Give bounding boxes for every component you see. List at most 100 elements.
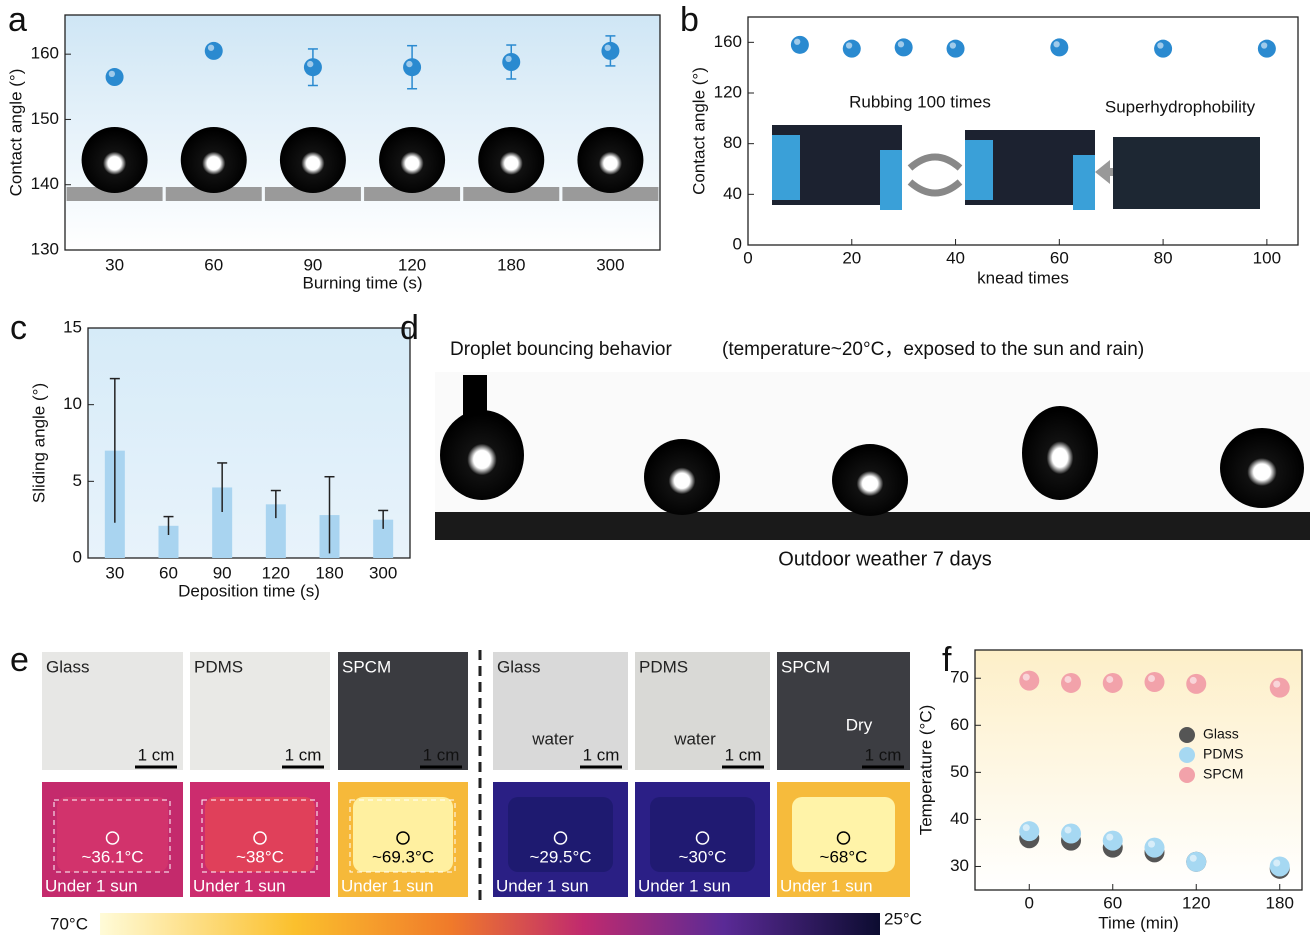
point: [1019, 821, 1039, 841]
inset-glove: [965, 140, 993, 200]
point-highlight: [1023, 824, 1030, 831]
point: [205, 42, 223, 60]
point-highlight: [1190, 677, 1197, 684]
panel-title: Droplet bouncing behavior: [450, 339, 672, 360]
point: [1270, 856, 1290, 876]
point-highlight: [1053, 41, 1059, 47]
photo-label: PDMS: [639, 657, 688, 676]
point: [1050, 38, 1068, 56]
figure: 130140150160306090120180300Burning time …: [0, 0, 1310, 937]
x-tick-label: 100: [1253, 248, 1281, 267]
point: [1145, 672, 1165, 692]
thermal-temp: ~38°C: [236, 847, 284, 866]
point-highlight: [794, 39, 800, 45]
x-tick-label: 120: [262, 563, 290, 582]
inset-droplet: [577, 127, 643, 193]
point: [947, 40, 965, 58]
droplet: [1022, 406, 1098, 500]
x-tick-label: 120: [398, 255, 426, 274]
photo-label: SPCM: [781, 657, 830, 676]
y-tick-label: 140: [31, 174, 59, 193]
point: [403, 58, 421, 76]
point: [1061, 673, 1081, 693]
panel-subtitle: (temperature~20°C，exposed to the sun and…: [722, 339, 1144, 360]
scale-label: 1 cm: [285, 745, 322, 764]
photo-label: SPCM: [342, 657, 391, 676]
inset-droplet: [478, 127, 544, 193]
thermal-caption: Under 1 sun: [780, 876, 873, 895]
thermal-temp: ~30°C: [679, 847, 727, 866]
colorbar-min: 25°C: [884, 909, 922, 928]
thermal-caption: Under 1 sun: [193, 876, 286, 895]
point: [502, 53, 520, 71]
inset-glove: [880, 150, 902, 210]
inset-droplet: [181, 127, 247, 193]
point: [1103, 673, 1123, 693]
point-highlight: [1106, 834, 1113, 841]
point-highlight: [846, 42, 852, 48]
point: [1103, 831, 1123, 851]
x-tick-label: 180: [315, 563, 343, 582]
panel-label: e: [10, 641, 29, 679]
y-tick-label: 5: [73, 471, 82, 490]
surface: [1130, 512, 1310, 540]
point: [304, 58, 322, 76]
panel-label: d: [400, 309, 419, 347]
surface: [765, 512, 940, 540]
y-tick-label: 120: [714, 82, 742, 101]
point-highlight: [307, 61, 313, 67]
y-tick-label: 40: [950, 809, 969, 828]
thermal-caption: Under 1 sun: [45, 876, 138, 895]
y-tick-label: 30: [950, 856, 969, 875]
scale-label: 1 cm: [423, 745, 460, 764]
point-highlight: [1261, 42, 1267, 48]
point-highlight: [1065, 676, 1072, 683]
thermal-temp: ~36.1°C: [81, 847, 143, 866]
inset-fabric: [1113, 137, 1260, 209]
y-tick-label: 130: [31, 239, 59, 258]
droplet: [1220, 428, 1304, 508]
legend-swatch: [1179, 747, 1195, 763]
legend-label: Glass: [1203, 726, 1239, 742]
surface: [605, 512, 765, 540]
x-tick-label: 80: [1154, 248, 1173, 267]
point: [895, 38, 913, 56]
point: [1186, 852, 1206, 872]
x-axis-label: knead times: [977, 268, 1069, 287]
panel-label: b: [680, 1, 699, 39]
point: [1145, 838, 1165, 858]
x-axis-label: Time (min): [1098, 913, 1179, 932]
point-highlight: [1023, 674, 1030, 681]
point-highlight: [109, 71, 115, 77]
inset-droplet: [379, 127, 445, 193]
thermal-temp: ~68°C: [820, 847, 868, 866]
x-tick-label: 60: [159, 563, 178, 582]
y-tick-label: 40: [723, 184, 742, 203]
point: [1186, 674, 1206, 694]
annotation: Superhydrophobility: [1105, 97, 1256, 116]
x-tick-label: 90: [213, 563, 232, 582]
point: [106, 68, 124, 86]
y-tick-label: 70: [950, 668, 969, 687]
point-highlight: [898, 41, 904, 47]
point: [1154, 40, 1172, 58]
point: [1258, 40, 1276, 58]
point-highlight: [950, 42, 956, 48]
y-axis-label: Contact angle (°): [6, 69, 25, 197]
colorbar-max: 70°C: [50, 914, 88, 933]
panel-caption: Outdoor weather 7 days: [778, 548, 991, 570]
panel-label: f: [942, 641, 952, 679]
x-tick-label: 40: [946, 248, 965, 267]
legend-swatch: [1179, 767, 1195, 783]
x-axis-label: Deposition time (s): [178, 581, 320, 600]
plot-background: [65, 15, 660, 250]
inset-glove: [772, 135, 800, 200]
x-tick-label: 0: [1025, 893, 1034, 912]
point-highlight: [1148, 841, 1155, 848]
y-tick-label: 80: [723, 133, 742, 152]
y-axis-label: Contact angle (°): [689, 67, 708, 195]
point-highlight: [1190, 855, 1197, 862]
thermal-temp: ~29.5°C: [529, 847, 591, 866]
x-tick-label: 60: [1050, 248, 1069, 267]
inset-droplet: [280, 127, 346, 193]
